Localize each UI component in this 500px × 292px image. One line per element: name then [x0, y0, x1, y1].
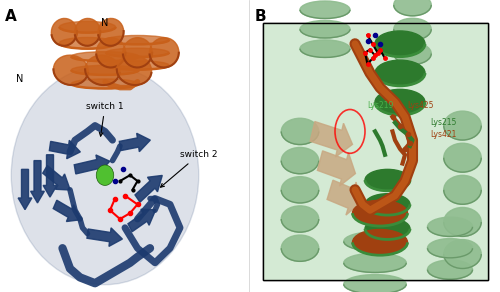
- FancyArrow shape: [30, 161, 44, 203]
- Ellipse shape: [300, 20, 350, 38]
- Ellipse shape: [444, 239, 481, 269]
- Text: Lys219: Lys219: [367, 101, 393, 110]
- Ellipse shape: [123, 38, 152, 67]
- FancyArrow shape: [310, 121, 352, 157]
- Ellipse shape: [344, 253, 406, 272]
- Text: N: N: [102, 18, 108, 28]
- Ellipse shape: [352, 230, 408, 255]
- Ellipse shape: [72, 79, 139, 88]
- Ellipse shape: [394, 43, 431, 65]
- Ellipse shape: [72, 52, 139, 61]
- Ellipse shape: [60, 37, 116, 49]
- Ellipse shape: [375, 89, 425, 115]
- Ellipse shape: [300, 1, 350, 18]
- Ellipse shape: [150, 38, 179, 67]
- FancyArrow shape: [128, 209, 156, 232]
- Ellipse shape: [375, 31, 425, 57]
- Text: N: N: [16, 74, 24, 84]
- Ellipse shape: [85, 55, 120, 85]
- Ellipse shape: [352, 200, 408, 226]
- FancyArrow shape: [43, 155, 57, 197]
- Ellipse shape: [60, 21, 116, 33]
- Ellipse shape: [375, 60, 425, 86]
- Ellipse shape: [281, 206, 319, 232]
- Ellipse shape: [344, 274, 406, 292]
- FancyArrow shape: [42, 166, 70, 190]
- Text: Lys421: Lys421: [430, 130, 456, 139]
- Ellipse shape: [300, 40, 350, 58]
- FancyArrow shape: [74, 155, 110, 174]
- Text: B: B: [255, 9, 266, 24]
- Ellipse shape: [281, 147, 319, 174]
- FancyArrow shape: [120, 133, 150, 152]
- Ellipse shape: [394, 18, 431, 40]
- FancyArrow shape: [327, 180, 361, 215]
- FancyArrow shape: [135, 175, 162, 202]
- FancyArrow shape: [18, 169, 32, 210]
- Ellipse shape: [444, 207, 481, 237]
- FancyArrow shape: [50, 140, 80, 159]
- Text: switch 2: switch 2: [160, 150, 218, 187]
- FancyBboxPatch shape: [262, 23, 488, 280]
- Ellipse shape: [365, 218, 410, 239]
- Ellipse shape: [74, 18, 101, 46]
- FancyArrow shape: [87, 228, 122, 246]
- Circle shape: [96, 165, 114, 185]
- Ellipse shape: [344, 232, 406, 251]
- Ellipse shape: [365, 169, 410, 191]
- Ellipse shape: [444, 143, 481, 172]
- Ellipse shape: [98, 18, 124, 46]
- Text: switch 1: switch 1: [86, 102, 124, 136]
- Ellipse shape: [428, 217, 472, 237]
- Ellipse shape: [394, 0, 431, 16]
- Ellipse shape: [72, 65, 139, 75]
- Ellipse shape: [106, 36, 169, 44]
- Ellipse shape: [54, 55, 88, 85]
- FancyArrow shape: [318, 151, 356, 186]
- Text: Lys425: Lys425: [408, 101, 434, 110]
- Ellipse shape: [444, 175, 481, 204]
- Ellipse shape: [106, 48, 169, 57]
- FancyArrow shape: [53, 200, 81, 222]
- Ellipse shape: [117, 55, 152, 85]
- Ellipse shape: [52, 18, 77, 46]
- FancyBboxPatch shape: [262, 23, 488, 280]
- Ellipse shape: [96, 38, 126, 67]
- Ellipse shape: [281, 235, 319, 261]
- Ellipse shape: [428, 239, 472, 258]
- Text: Lys215: Lys215: [430, 118, 456, 127]
- Text: A: A: [5, 9, 17, 24]
- Ellipse shape: [281, 118, 319, 145]
- Ellipse shape: [365, 194, 410, 215]
- Ellipse shape: [428, 260, 472, 279]
- Ellipse shape: [444, 111, 481, 140]
- Ellipse shape: [11, 66, 199, 285]
- Ellipse shape: [281, 177, 319, 203]
- Ellipse shape: [106, 61, 169, 70]
